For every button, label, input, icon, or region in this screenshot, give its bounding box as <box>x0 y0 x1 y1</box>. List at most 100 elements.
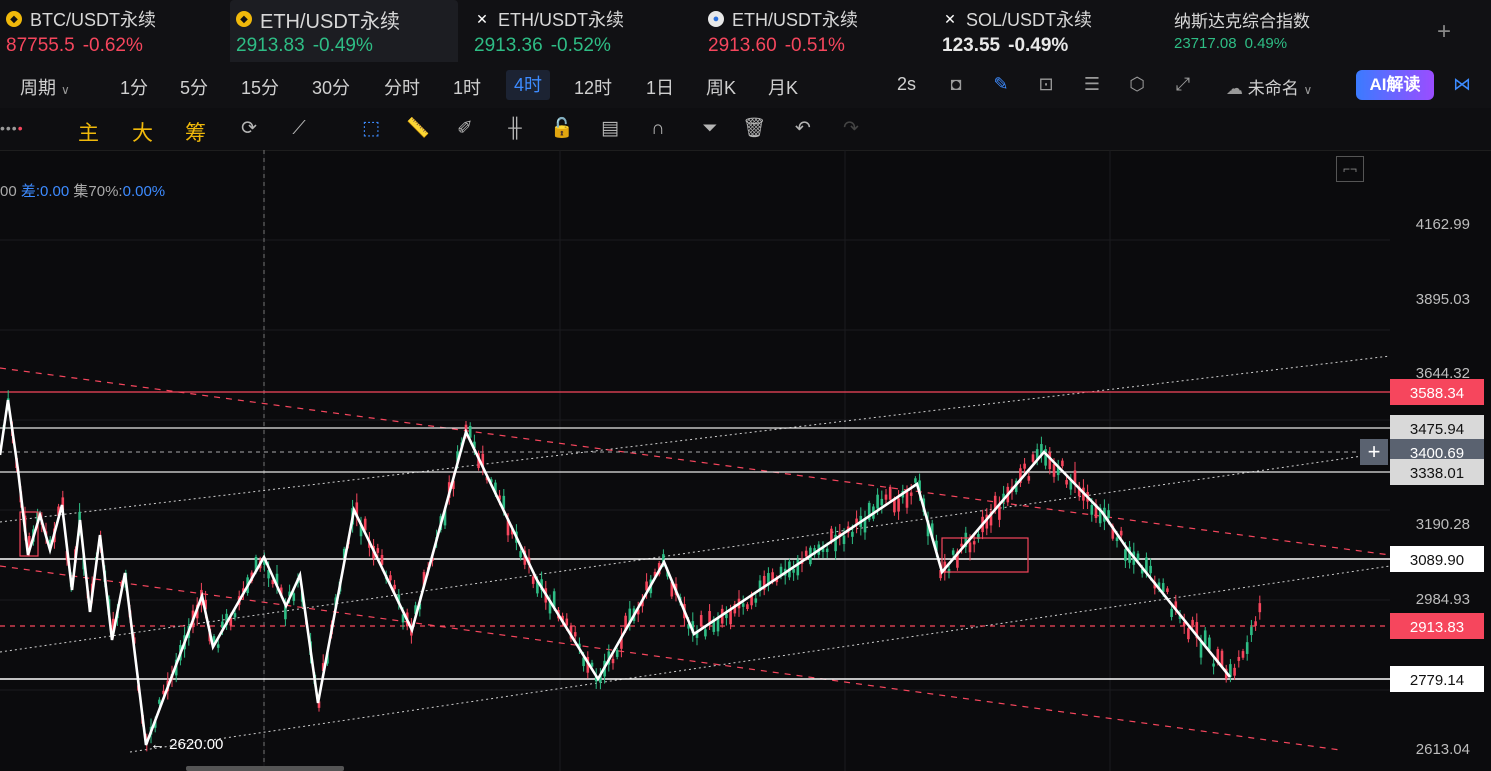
tab-btc-usdt[interactable]: ◆ BTC/USDT永续 87755.5 -0.62% <box>0 0 222 62</box>
candle-body <box>855 518 858 526</box>
tf-time-share[interactable]: 分时 <box>384 78 420 98</box>
camera-icon[interactable]: ◘ <box>950 74 962 94</box>
tf-1m[interactable]: 1分 <box>120 78 149 98</box>
candle-body <box>884 494 888 500</box>
level-label-bg <box>1390 546 1484 572</box>
tf-1h[interactable]: 1时 <box>453 78 482 98</box>
candle-body <box>393 584 396 590</box>
candle-body <box>561 615 564 623</box>
indicator-tool-icon[interactable]: ⟋ <box>292 118 306 139</box>
settings-icon[interactable]: ⬡ <box>1129 74 1145 94</box>
fullscreen-icon[interactable]: ⤢ <box>1175 74 1191 94</box>
trash-icon[interactable]: 🗑 <box>741 118 767 139</box>
candle-body <box>590 662 594 667</box>
edit-note-icon[interactable]: ▤ <box>601 118 619 139</box>
lock-icon[interactable]: 🔓 <box>550 118 574 139</box>
candle-body <box>1027 476 1031 481</box>
candle-body <box>1035 449 1039 460</box>
tab-eth-usdt-active[interactable]: ◆ ETH/USDT永续 2913.83 -0.49% <box>230 0 458 62</box>
share-icon[interactable]: ⋈ <box>1453 74 1471 94</box>
refresh-interval[interactable]: 2s <box>897 74 917 94</box>
tf-4h[interactable]: 4时 <box>506 70 551 100</box>
tab-eth-usdt-2[interactable]: ✕ ETH/USDT永续 2913.36 -0.52% <box>468 0 690 62</box>
candle-body <box>1136 553 1140 561</box>
magnet-icon[interactable]: ∩ <box>651 118 665 139</box>
candle-body <box>229 617 233 626</box>
period-dropdown[interactable]: 周期 ∨ <box>20 74 70 100</box>
candle-body <box>292 593 296 601</box>
candle-body <box>712 619 716 632</box>
chip-info: 00 差:0.00 集70%:0.00% <box>0 180 165 201</box>
candle-body <box>930 523 934 537</box>
indicator-chips[interactable]: 筹 <box>185 122 206 145</box>
x-exchange-icon: ✕ <box>476 10 488 27</box>
candle-body <box>867 502 871 520</box>
pencil-icon[interactable]: ✎ <box>993 74 1009 94</box>
candle-body <box>271 579 275 585</box>
level-label: 3400.69 <box>1410 445 1464 462</box>
layout-dropdown[interactable]: ☁ 未命名 ∨ <box>1226 74 1312 99</box>
candle-body <box>221 621 224 628</box>
tab-symbol: 纳斯达克综合指数 <box>1174 11 1310 31</box>
tab-change: -0.49% <box>312 35 373 56</box>
tf-5m[interactable]: 5分 <box>180 78 209 98</box>
tf-weekly[interactable]: 周K <box>706 78 737 98</box>
cloud-icon: ☁ <box>1226 79 1243 98</box>
candle-body <box>342 548 346 559</box>
candle-body <box>1229 664 1232 678</box>
redo-icon[interactable]: ↷ <box>843 118 859 139</box>
price-axis-label: 2984.93 <box>1416 591 1470 608</box>
candle-body <box>964 532 968 548</box>
tab-sol-usdt[interactable]: ✕ SOL/USDT永续 123.55 -0.49% <box>936 0 1158 62</box>
candle-body <box>905 491 909 508</box>
crosshair-plus-button[interactable] <box>1360 439 1388 465</box>
candle-body <box>57 506 60 516</box>
candle-body <box>842 535 846 544</box>
list-icon[interactable]: ☰ <box>1083 74 1101 94</box>
consolidation-box-left <box>19 511 39 557</box>
price-chart[interactable]: 4162.99 3895.03 3644.32 3190.28 2984.93 2613.… <box>0 150 1491 771</box>
tab-change: -0.51% <box>784 35 845 56</box>
tab-eth-usdt-3[interactable]: ● ETH/USDT永续 2913.60 -0.51% <box>702 0 924 62</box>
tf-30m[interactable]: 30分 <box>312 78 351 98</box>
brush-icon[interactable]: ✐ <box>457 118 473 139</box>
tf-12h[interactable]: 12时 <box>574 78 613 98</box>
indicator-big[interactable]: 大 <box>132 122 153 145</box>
candle-body <box>578 643 581 648</box>
ruler-icon[interactable]: 📏 <box>406 118 430 139</box>
add-tab-icon[interactable]: + <box>1436 18 1451 45</box>
ai-interpret-button[interactable]: AI解读 <box>1356 70 1434 100</box>
candle-body <box>242 588 245 593</box>
candle-body <box>636 609 640 615</box>
chevron-down-icon: ∨ <box>61 83 70 97</box>
candle-body <box>359 525 363 537</box>
more-dots-icon[interactable]: •••• <box>0 120 24 136</box>
chart-scrollbar[interactable] <box>186 766 344 771</box>
candle-body <box>1220 650 1224 667</box>
tf-15m[interactable]: 15分 <box>241 78 280 98</box>
candle-body <box>662 554 665 563</box>
candle-body <box>1250 626 1253 636</box>
note-icon[interactable]: ⊡ <box>1038 74 1054 94</box>
level-label-bg <box>1390 415 1484 441</box>
undo-icon[interactable]: ↶ <box>795 118 811 139</box>
tf-1d[interactable]: 1日 <box>646 78 675 98</box>
candle-body <box>914 478 917 483</box>
cursor-tool-icon[interactable]: ⬚ <box>362 118 380 139</box>
tab-change: -0.62% <box>82 35 143 56</box>
level-label: 3089.90 <box>1410 552 1464 569</box>
refresh-chart-icon[interactable]: ⟳ <box>241 118 257 139</box>
expand-icon[interactable]: ⌐¬ <box>1336 156 1364 182</box>
x-exchange-icon: ✕ <box>944 10 956 27</box>
candle-body <box>1140 568 1144 574</box>
indicator-main[interactable]: 主 <box>78 122 99 145</box>
candles-icon[interactable]: ╫ <box>508 118 522 139</box>
filter-icon[interactable]: ⏷ <box>702 118 718 139</box>
tf-monthly[interactable]: 月K <box>768 78 799 98</box>
timeframe-bar: 周期 ∨ 1分 5分 15分 30分 分时 1时 4时 12时 1日 周K 月K… <box>0 62 1491 109</box>
tab-nasdaq[interactable]: 纳斯达克综合指数 23717.08 0.49% <box>1168 0 1368 62</box>
candle-body <box>1065 479 1068 485</box>
candle-body <box>401 614 405 623</box>
candle-body <box>1195 622 1199 639</box>
candle-body <box>275 573 279 585</box>
